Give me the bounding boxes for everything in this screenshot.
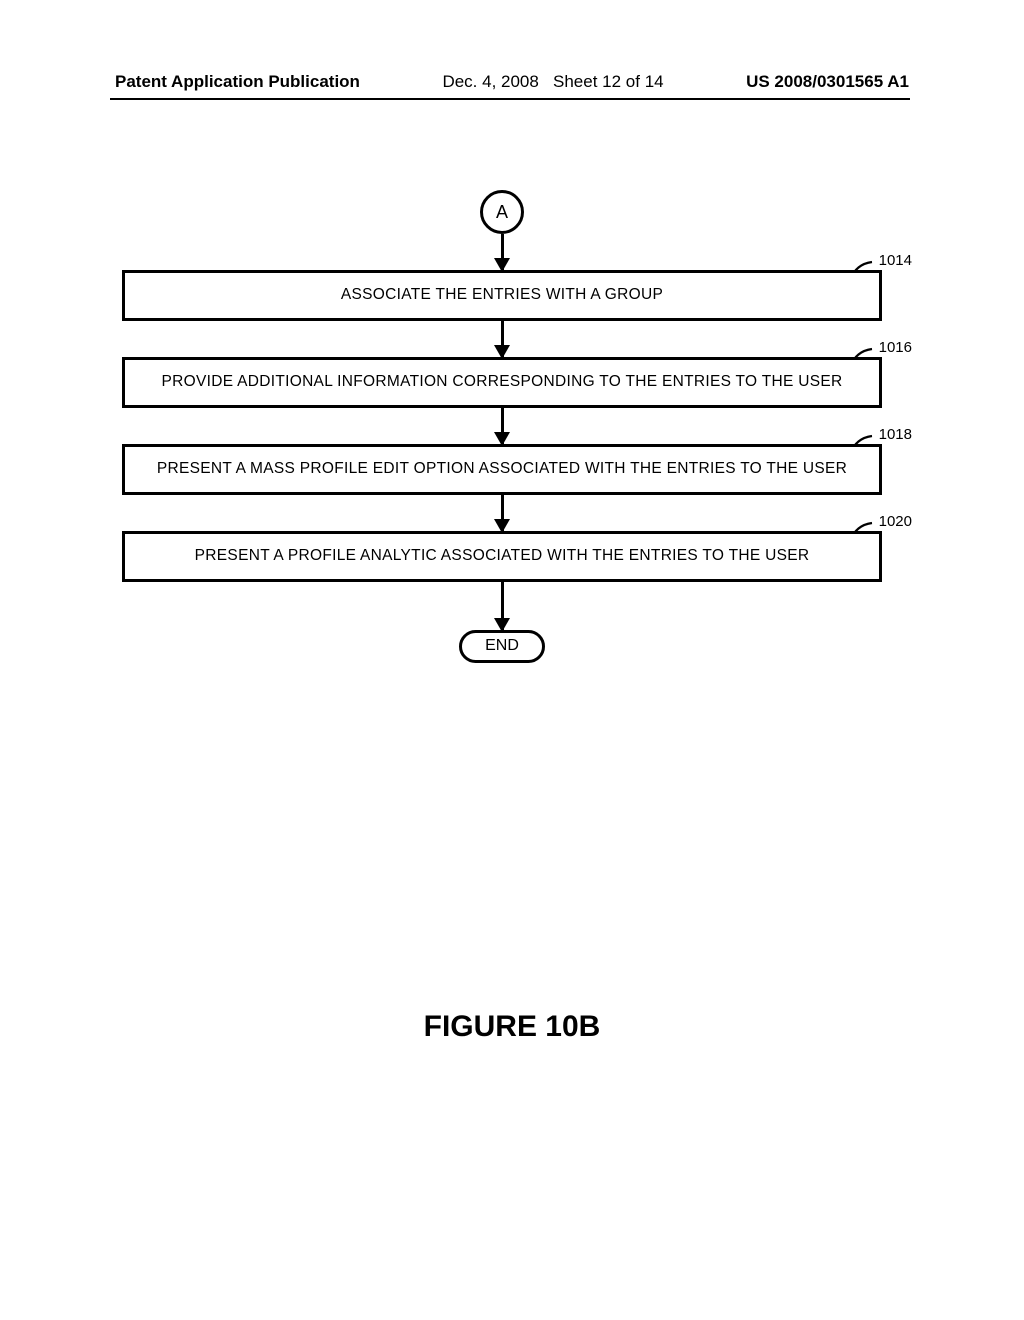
header-date-sheet: Dec. 4, 2008 Sheet 12 of 14 — [442, 72, 663, 92]
header-rule — [110, 98, 910, 100]
arrow-icon — [501, 582, 504, 630]
header-sheet: Sheet 12 of 14 — [553, 72, 664, 91]
step-text: PROVIDE ADDITIONAL INFORMATION CORRESPON… — [161, 373, 842, 390]
step-text: PRESENT A PROFILE ANALYTIC ASSOCIATED WI… — [195, 547, 810, 564]
figure-caption: FIGURE 10B — [0, 1010, 1024, 1044]
terminator-end: END — [459, 630, 545, 663]
arrow-icon — [501, 321, 504, 357]
ref-number: 1014 — [879, 252, 912, 269]
header-publication-number: US 2008/0301565 A1 — [746, 72, 909, 92]
arrow-icon — [501, 234, 504, 270]
ref-number: 1018 — [879, 426, 912, 443]
step-box-1016: PROVIDE ADDITIONAL INFORMATION CORRESPON… — [122, 357, 882, 408]
ref-number: 1020 — [879, 513, 912, 530]
step-box-1014: ASSOCIATE THE ENTRIES WITH A GROUP — [122, 270, 882, 321]
terminator-label: END — [485, 637, 519, 654]
step-box-1020: PRESENT A PROFILE ANALYTIC ASSOCIATED WI… — [122, 531, 882, 582]
step-text: ASSOCIATE THE ENTRIES WITH A GROUP — [341, 286, 663, 303]
connector-label: A — [496, 202, 508, 223]
page: Patent Application Publication Dec. 4, 2… — [0, 0, 1024, 1320]
connector-a: A — [480, 190, 524, 234]
ref-number: 1016 — [879, 339, 912, 356]
step-text: PRESENT A MASS PROFILE EDIT OPTION ASSOC… — [157, 460, 847, 477]
step-box-1018: PRESENT A MASS PROFILE EDIT OPTION ASSOC… — [122, 444, 882, 495]
header-publication-type: Patent Application Publication — [115, 72, 360, 92]
arrow-icon — [501, 495, 504, 531]
flowchart: A 1014 ASSOCIATE THE ENTRIES WITH A GROU… — [122, 190, 882, 663]
page-header: Patent Application Publication Dec. 4, 2… — [0, 72, 1024, 92]
arrow-icon — [501, 408, 504, 444]
header-date: Dec. 4, 2008 — [442, 72, 538, 91]
